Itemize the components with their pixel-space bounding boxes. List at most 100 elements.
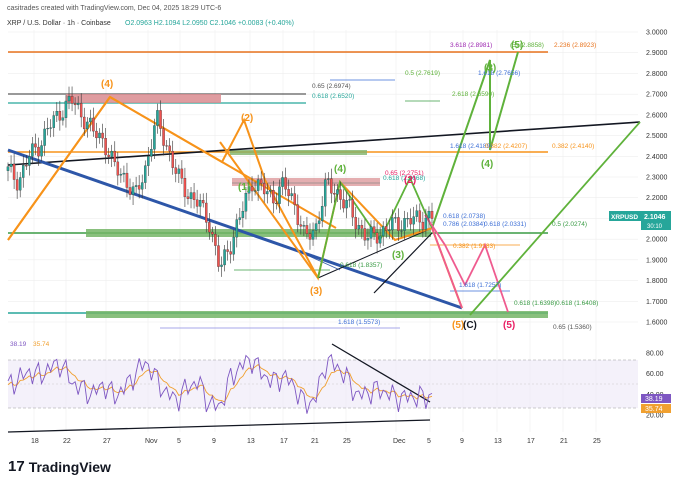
time-tick-label: 5 xyxy=(427,438,431,445)
wave-label: (C) xyxy=(463,320,477,331)
price-tick-label: 2.2000 xyxy=(646,195,668,202)
candle-body xyxy=(89,117,92,123)
fib-label: 0.618 (1.8357) xyxy=(340,262,382,269)
tradingview-logo: 17 TradingView xyxy=(8,458,111,475)
candle-body xyxy=(217,245,220,267)
candle-body xyxy=(384,226,388,231)
candle-body xyxy=(46,127,49,130)
candle-body xyxy=(275,202,278,205)
candle-body xyxy=(339,189,342,200)
fib-label: 0.618 (2.6520) xyxy=(312,93,354,100)
wave-label: (5) xyxy=(511,40,523,51)
candle-body xyxy=(211,231,214,235)
candle-body xyxy=(134,185,138,187)
candle-body xyxy=(360,225,364,229)
fib-label: 0.618 (1.6398) xyxy=(514,300,556,307)
candle-body xyxy=(354,217,357,230)
candle-body xyxy=(131,186,135,195)
candle-body xyxy=(168,145,171,152)
fib-label: 2.236 (2.8923) xyxy=(554,42,596,49)
candle-body xyxy=(272,190,275,204)
candle-body xyxy=(137,185,141,190)
candle-body xyxy=(171,150,174,168)
candle-body xyxy=(388,229,391,231)
price-tick-label: 1.6000 xyxy=(646,320,668,327)
candle-body xyxy=(153,125,156,150)
fib-label: 0.65 (2.2751) xyxy=(385,170,424,177)
price-tick-label: 1.7000 xyxy=(646,299,668,306)
candle-body xyxy=(159,110,162,129)
candle-body xyxy=(327,178,330,180)
time-tick-label: 21 xyxy=(560,438,568,445)
fib-label: 0.618 (2.0738) xyxy=(443,213,485,220)
fib-label: 0.5 (2.0274) xyxy=(552,221,587,228)
candle-body xyxy=(348,199,351,201)
time-tick-label: 25 xyxy=(593,438,601,445)
wave-label: (4) xyxy=(101,79,113,90)
candles xyxy=(6,86,434,277)
price-tick-label: 3.0000 xyxy=(646,30,668,37)
candle-body xyxy=(424,217,428,230)
fib-label: (5) (2.8858) xyxy=(510,42,544,49)
candle-body xyxy=(122,172,126,175)
candle-body xyxy=(37,146,40,157)
fib-label: 0.65 (2.6974) xyxy=(312,83,351,90)
candle-body xyxy=(418,210,422,223)
time-tick-label: 17 xyxy=(280,438,288,445)
candle-body xyxy=(183,178,187,197)
tradingview-wordmark: TradingView xyxy=(28,458,111,475)
candle-body xyxy=(34,143,37,148)
candle-body xyxy=(92,117,95,132)
candle-body xyxy=(214,233,217,246)
time-tick-label: 25 xyxy=(343,438,351,445)
candle-body xyxy=(147,156,150,166)
rsi-tick-label: 20.00 xyxy=(646,412,664,419)
fib-label: 0.382 (2.4207) xyxy=(485,143,527,150)
wave-label: (3) xyxy=(392,250,404,261)
time-tick-label: 9 xyxy=(460,438,464,445)
candle-body xyxy=(406,218,409,220)
fib-label: 0.618 (2.2668) xyxy=(383,175,425,182)
candle-body xyxy=(208,222,211,233)
time-tick-label: 22 xyxy=(63,438,71,445)
price-tick-label: 2.3000 xyxy=(646,175,668,182)
rsi-lines xyxy=(7,353,433,414)
wave-labels: (4)(2)(3)(1)(4)(3)(2)(5)(3)(4)(5)(C) (5) xyxy=(101,40,523,331)
candle-body xyxy=(363,228,367,241)
wave-label: (4) xyxy=(334,164,346,175)
candle-body xyxy=(351,199,354,218)
ohlc-readout: O2.0963 H2.1094 L2.0950 C2.1046 +0.0083 … xyxy=(125,20,294,27)
price-tick-label: 2.0000 xyxy=(646,237,668,244)
candle-body xyxy=(253,190,257,192)
candle-body xyxy=(223,249,226,266)
candle-body xyxy=(247,186,251,194)
candle-body xyxy=(165,145,168,147)
time-tick-label: 21 xyxy=(311,438,319,445)
candle-body xyxy=(25,165,28,167)
candle-body xyxy=(40,145,43,157)
fib-label: 0.5 (2.7619) xyxy=(405,70,440,77)
candle-body xyxy=(256,179,260,191)
time-tick-label: 5 xyxy=(177,438,181,445)
time-tick-label: Nov xyxy=(145,438,158,445)
price-tick-label: 1.8000 xyxy=(646,278,668,285)
candle-body xyxy=(150,149,153,157)
rsi-ma-tag xyxy=(641,404,671,413)
time-tick-label: 9 xyxy=(212,438,216,445)
candle-body xyxy=(400,230,403,232)
rsi-ma-line xyxy=(7,363,433,403)
candle-body xyxy=(427,210,431,219)
price-tick-label: 2.9000 xyxy=(646,50,668,57)
candle-body xyxy=(366,238,370,241)
fib-label: 1.618 (2.4189) xyxy=(450,143,492,150)
candle-body xyxy=(333,193,336,195)
candle-body xyxy=(330,178,333,194)
candle-body xyxy=(43,128,46,146)
candle-body xyxy=(305,225,309,234)
candle-body xyxy=(205,202,208,223)
candle-body xyxy=(220,264,223,267)
candle-body xyxy=(238,217,242,220)
candle-body xyxy=(394,217,397,219)
candle-body xyxy=(22,165,25,178)
